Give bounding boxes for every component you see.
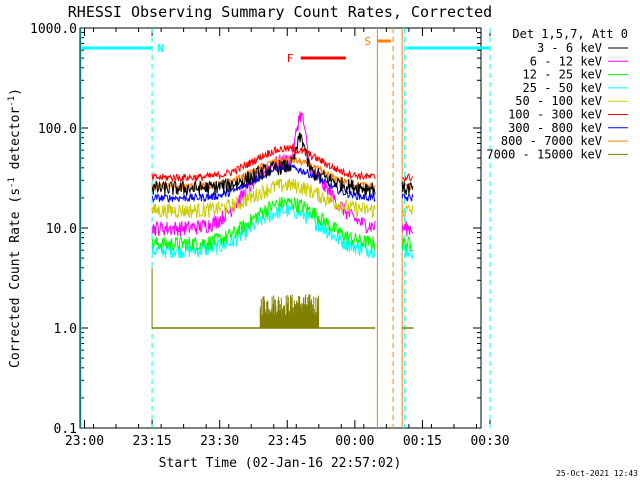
plot-frame: [79, 27, 482, 429]
y-tick-label: 1.0: [54, 322, 77, 337]
series-line-100-300-kev-seg0: [151, 143, 376, 183]
chart-title: RHESSI Observing Summary Count Rates, Co…: [68, 3, 492, 21]
series-line-50-100-kev-seg1: [401, 204, 414, 218]
series-line-12-25-kev-seg1: [401, 236, 414, 252]
observing-spans: N F S: [80, 28, 491, 428]
y-tick-label: 100.0: [38, 122, 77, 137]
series-line-50-100-kev-seg0: [151, 178, 376, 220]
legend-label: 6 - 12 keV: [530, 54, 602, 68]
legend-label: 3 - 6 keV: [537, 41, 602, 55]
y-tick-label: 0.1: [54, 422, 77, 437]
x-tick-label: 00:00: [335, 434, 374, 449]
x-tick-label: 23:00: [65, 434, 104, 449]
y-axis-label: Corrected Count Rate (s-1 detector-1): [7, 88, 23, 368]
y-tick-label: 10.0: [46, 222, 77, 237]
legend-label: 100 - 300 keV: [508, 108, 602, 122]
series-line-25-50-kev-seg1: [401, 243, 414, 260]
y-axis-label-sup: -1: [7, 177, 17, 188]
y-axis-label-end: ): [8, 88, 23, 96]
timestamp: 25-Oct-2021 12:43: [556, 469, 638, 478]
flare-label: F: [287, 52, 294, 65]
series-line-3-6-kev-seg0: [151, 132, 376, 197]
saa-label: S: [364, 35, 371, 48]
legend-title: Det 1,5,7, Att 0: [512, 27, 628, 41]
series-line-100-300-kev-seg1: [402, 172, 414, 182]
x-tick-label: 23:45: [268, 434, 307, 449]
series-line-3-6-kev-seg1: [401, 181, 414, 195]
series-7000-15000-kev: [151, 267, 414, 329]
y-axis-label-mid: detector: [8, 107, 23, 178]
y-axis-ticks: 1000.0 100.0 10.0 1.0 0.1: [30, 22, 481, 437]
x-tick-label: 23:30: [200, 434, 239, 449]
series-line-300-800-kev-seg0: [151, 162, 376, 203]
x-tick-label: 00:15: [403, 434, 442, 449]
legend-label: 300 - 800 keV: [508, 121, 602, 135]
y-axis-label-sup2: -1: [7, 96, 17, 107]
x-tick-label: 00:30: [470, 434, 509, 449]
x-axis-ticks: 23:00 23:15 23:30 23:45 00:00 00:15 00:30: [65, 28, 510, 449]
series-line-300-800-kev-seg1: [401, 193, 414, 202]
legend-label: 25 - 50 keV: [523, 81, 602, 95]
y-tick-label: 1000.0: [30, 22, 77, 37]
y-axis-label-main: Corrected Count Rate (s: [8, 188, 23, 368]
legend-label: 7000 - 15000 keV: [486, 147, 602, 161]
legend-label: 800 - 7000 keV: [501, 134, 602, 148]
series-layer: [151, 111, 414, 329]
series-line-12-25-kev-seg0: [151, 196, 376, 252]
legend-label: 12 - 25 keV: [523, 68, 602, 82]
night-label: N: [157, 42, 164, 55]
x-tick-label: 23:15: [133, 434, 172, 449]
series-line-6-12-kev-seg1: [401, 221, 414, 237]
x-axis-label: Start Time (02-Jan-16 22:57:02): [159, 456, 402, 471]
legend-label: 50 - 100 keV: [515, 94, 602, 108]
